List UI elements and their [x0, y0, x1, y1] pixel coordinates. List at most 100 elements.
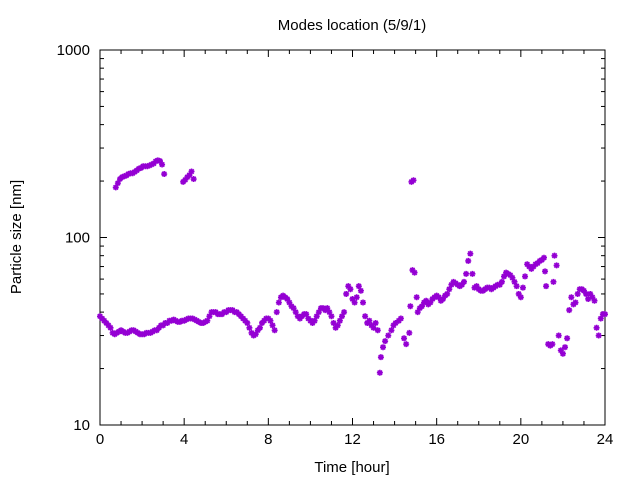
data-point [574, 290, 581, 297]
data-point [522, 273, 529, 280]
data-point [562, 344, 569, 351]
data-point [435, 294, 442, 301]
data-point [585, 295, 592, 302]
data-point [513, 283, 520, 290]
x-tick-label: 4 [180, 431, 188, 448]
data-point [401, 335, 408, 342]
data-point [190, 176, 197, 183]
data-point [114, 180, 121, 187]
data-point [423, 297, 430, 304]
data-point [390, 322, 397, 329]
data-point [439, 295, 446, 302]
data-point [326, 309, 333, 316]
data-point [410, 177, 417, 184]
data-point [188, 168, 195, 175]
y-tick-label: 100 [65, 230, 90, 247]
data-point [273, 309, 280, 316]
x-tick-label: 20 [512, 431, 529, 448]
data-point [303, 311, 310, 318]
data-point [105, 322, 112, 329]
data-point [313, 313, 320, 320]
data-point [555, 332, 562, 339]
data-point [564, 335, 571, 342]
data-point [583, 290, 590, 297]
data-point [341, 309, 348, 316]
data-point [458, 281, 465, 288]
x-tick-label: 24 [597, 431, 614, 448]
data-point [496, 281, 503, 288]
data-point [446, 286, 453, 293]
data-point [351, 299, 358, 306]
data-point [152, 158, 159, 165]
data-point [204, 317, 211, 324]
data-point [501, 273, 507, 280]
data-point [284, 295, 291, 302]
data-point [602, 311, 608, 318]
data-point [156, 157, 163, 164]
data-point [324, 305, 331, 312]
data-point [509, 274, 516, 281]
data-point [372, 319, 379, 326]
data-point [347, 286, 354, 293]
data-point [112, 184, 119, 191]
data-point [246, 324, 253, 331]
x-tick-label: 0 [96, 431, 104, 448]
data-point [568, 294, 575, 301]
data-point [256, 324, 263, 331]
data-point [587, 290, 594, 297]
data-point [107, 324, 114, 331]
data-point [286, 299, 293, 306]
data-point [515, 290, 522, 297]
x-tick-label: 8 [264, 431, 272, 448]
data-point [580, 287, 587, 294]
x-tick-label: 12 [344, 431, 361, 448]
data-point [407, 303, 414, 310]
data-point [385, 332, 392, 339]
chart-title: Modes location (5/9/1) [278, 17, 426, 34]
data-point [409, 267, 416, 274]
x-tick-label: 16 [428, 431, 445, 448]
data-point [418, 303, 425, 310]
data-point [338, 313, 345, 320]
data-point [382, 338, 389, 345]
data-point [473, 283, 480, 290]
data-point [328, 313, 335, 320]
data-point [498, 278, 505, 285]
data-point [559, 350, 566, 357]
data-point [511, 278, 518, 285]
data-point [388, 327, 395, 334]
data-point [103, 319, 110, 326]
data-point [349, 295, 356, 302]
data-point [366, 317, 373, 324]
data-point [292, 309, 299, 316]
data-point [353, 294, 360, 301]
data-point [160, 322, 167, 329]
data-point [267, 317, 274, 324]
data-point [444, 290, 451, 297]
data-point [334, 322, 341, 329]
data-point [380, 344, 387, 351]
data-point [377, 354, 384, 361]
data-point [159, 161, 166, 168]
data-point [463, 270, 470, 277]
data-point [336, 317, 343, 324]
data-point [244, 319, 251, 326]
x-axis-label: Time [hour] [314, 459, 389, 476]
data-point [427, 299, 434, 306]
data-point [526, 263, 533, 270]
data-point [519, 284, 526, 291]
data-point [403, 341, 410, 348]
data-points [97, 157, 608, 376]
data-point [315, 309, 322, 316]
data-point [392, 319, 399, 326]
data-point [355, 283, 362, 290]
axis-ticks: 0 4 8 12 16 20 24 10 100 1000 [57, 42, 614, 448]
data-point [332, 324, 339, 331]
data-point [465, 257, 472, 264]
plot-frame [99, 49, 606, 426]
data-point [290, 305, 297, 312]
data-point [543, 283, 550, 290]
data-point [330, 319, 337, 326]
data-point [448, 281, 455, 288]
data-point [557, 347, 564, 354]
